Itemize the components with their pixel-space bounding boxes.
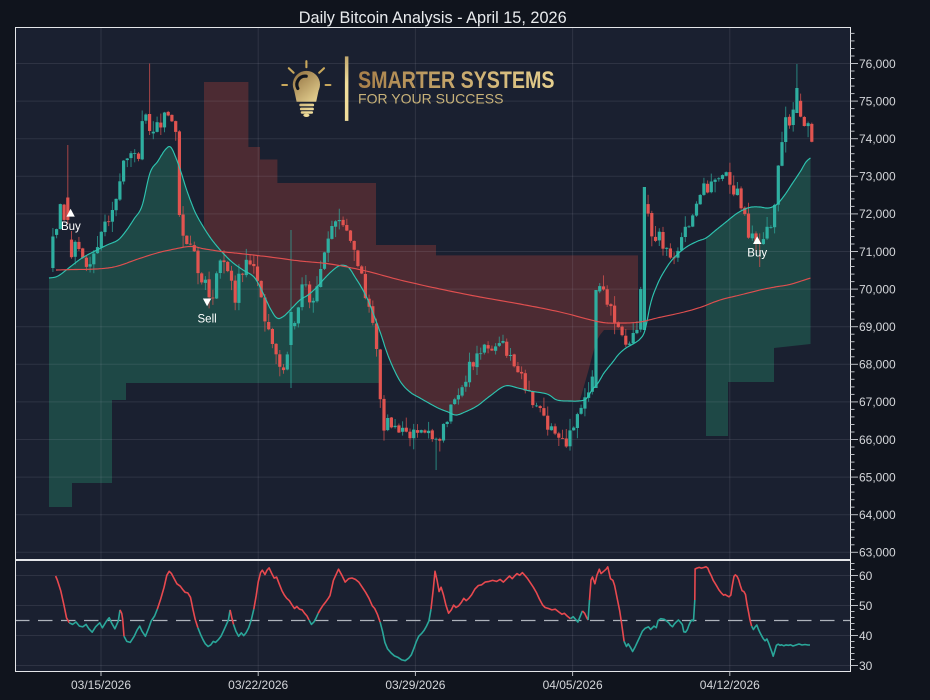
svg-text:Daily Bitcoin Analysis - April: Daily Bitcoin Analysis - April 15, 2026 (299, 9, 567, 27)
svg-text:64,000: 64,000 (859, 508, 896, 522)
svg-text:Buy: Buy (61, 221, 81, 233)
svg-text:FOR YOUR SUCCESS: FOR YOUR SUCCESS (358, 90, 504, 106)
svg-text:Buy: Buy (747, 248, 767, 260)
svg-text:66,000: 66,000 (859, 433, 896, 447)
svg-text:50: 50 (859, 599, 873, 613)
svg-text:30: 30 (859, 659, 873, 673)
svg-text:60: 60 (859, 569, 873, 583)
svg-text:63,000: 63,000 (859, 546, 896, 560)
svg-text:65,000: 65,000 (859, 470, 896, 484)
svg-text:73,000: 73,000 (859, 170, 896, 184)
svg-text:69,000: 69,000 (859, 320, 896, 334)
svg-text:75,000: 75,000 (859, 94, 896, 108)
svg-text:70,000: 70,000 (859, 282, 896, 296)
svg-text:04/12/2026: 04/12/2026 (700, 678, 760, 692)
svg-text:03/22/2026: 03/22/2026 (228, 678, 288, 692)
svg-text:03/15/2026: 03/15/2026 (71, 678, 131, 692)
svg-text:76,000: 76,000 (859, 57, 896, 71)
svg-text:Sell: Sell (198, 314, 217, 326)
svg-text:SMARTER SYSTEMS: SMARTER SYSTEMS (358, 67, 555, 94)
svg-text:04/05/2026: 04/05/2026 (543, 678, 603, 692)
svg-text:71,000: 71,000 (859, 245, 896, 259)
svg-text:74,000: 74,000 (859, 132, 896, 146)
svg-text:40: 40 (859, 629, 873, 643)
svg-text:67,000: 67,000 (859, 395, 896, 409)
svg-text:03/29/2026: 03/29/2026 (385, 678, 445, 692)
svg-text:68,000: 68,000 (859, 358, 896, 372)
svg-text:72,000: 72,000 (859, 207, 896, 221)
